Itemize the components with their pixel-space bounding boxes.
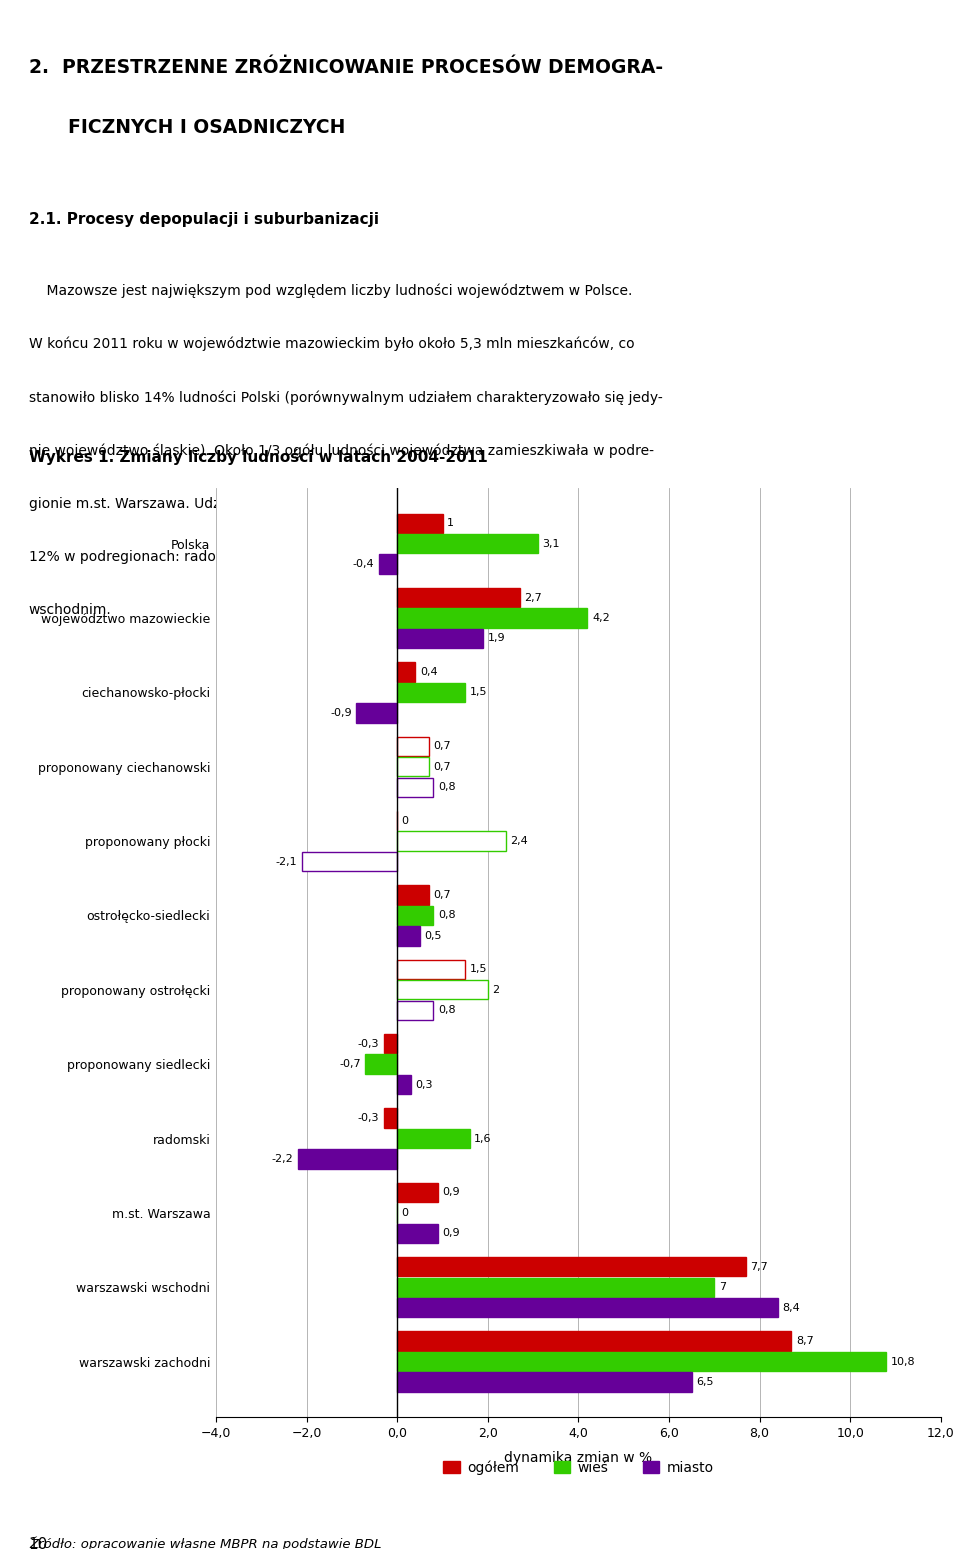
Bar (397, 1298, 778, 1317)
X-axis label: dynamika zmian w %: dynamika zmian w % (504, 1451, 653, 1465)
Bar (397, 960, 466, 979)
Bar (397, 1075, 411, 1094)
Bar (379, 555, 397, 573)
Text: -0,4: -0,4 (353, 559, 374, 568)
Text: 0: 0 (401, 816, 409, 826)
Text: 7,7: 7,7 (751, 1262, 768, 1272)
Text: 1: 1 (447, 519, 454, 528)
Bar (384, 1109, 397, 1128)
Text: 0,7: 0,7 (434, 742, 451, 751)
Text: gionie m.st. Warszawa. Udział pozostałych podregionów mieścił się w przedziale o: gionie m.st. Warszawa. Udział pozostałyc… (29, 497, 651, 511)
Bar (397, 589, 519, 607)
Text: -2,2: -2,2 (272, 1154, 293, 1163)
Text: W końcu 2011 roku w województwie mazowieckim było około 5,3 mln mieszkańców, co: W końcu 2011 roku w województwie mazowie… (29, 336, 635, 352)
Text: 0,4: 0,4 (420, 668, 438, 677)
Text: 7: 7 (719, 1283, 726, 1292)
Text: 8,4: 8,4 (782, 1303, 800, 1312)
Text: 0,9: 0,9 (443, 1228, 460, 1238)
Text: 12% w podregionach: radomskim i ciechanowsko-płockim do 14,9% w warszawskim: 12% w podregionach: radomskim i ciechano… (29, 550, 614, 564)
Bar (397, 1372, 691, 1391)
Bar (397, 609, 588, 627)
Bar (397, 1129, 469, 1148)
Bar (356, 703, 397, 722)
Text: Wykres 1. Zmiany liczby ludności w latach 2004-2011: Wykres 1. Zmiany liczby ludności w latac… (29, 449, 488, 465)
Text: -0,9: -0,9 (330, 708, 352, 717)
Text: 2.  PRZESTRZENNE ZRÓŻNICOWANIE PROCESÓW DEMOGRA-: 2. PRZESTRZENNE ZRÓŻNICOWANIE PROCESÓW D… (29, 59, 663, 77)
Text: 0,5: 0,5 (424, 931, 442, 940)
Text: 3,1: 3,1 (542, 539, 560, 548)
Text: 2: 2 (492, 985, 499, 994)
Text: Źródło: opracowanie własne MBPR na podstawie BDL: Źródło: opracowanie własne MBPR na podst… (29, 1537, 381, 1549)
Bar (397, 1332, 791, 1351)
Text: 0,8: 0,8 (438, 782, 456, 792)
Bar (397, 886, 429, 905)
Bar (397, 1278, 714, 1297)
Bar (397, 906, 434, 925)
Bar (302, 852, 397, 871)
Text: -0,3: -0,3 (357, 1039, 379, 1049)
Bar (397, 757, 429, 776)
Text: 4,2: 4,2 (592, 613, 610, 623)
Text: 0,7: 0,7 (434, 891, 451, 900)
Bar (397, 926, 420, 945)
Text: 2,7: 2,7 (524, 593, 541, 603)
Bar (397, 663, 416, 682)
Text: 8,7: 8,7 (796, 1337, 813, 1346)
Bar (397, 514, 443, 533)
Text: -0,7: -0,7 (339, 1060, 361, 1069)
Text: -2,1: -2,1 (276, 857, 298, 866)
Text: nie województwo śląskie). Około 1/3 ogółu ludności województwa zamieszkiwała w p: nie województwo śląskie). Około 1/3 ogół… (29, 443, 654, 459)
Text: 0,8: 0,8 (438, 1005, 456, 1015)
Text: 0,9: 0,9 (443, 1188, 460, 1197)
Text: wschodnim.: wschodnim. (29, 604, 111, 618)
Text: 6,5: 6,5 (696, 1377, 713, 1386)
Bar (384, 1035, 397, 1053)
Bar (397, 1224, 438, 1242)
Text: 10,8: 10,8 (891, 1357, 916, 1366)
Bar (366, 1055, 397, 1073)
Bar (397, 1183, 438, 1202)
Bar (397, 981, 488, 999)
Text: 2.1. Procesy depopulacji i suburbanizacji: 2.1. Procesy depopulacji i suburbanizacj… (29, 212, 379, 228)
Bar (397, 629, 483, 647)
Bar (397, 778, 434, 796)
Text: 2,4: 2,4 (511, 836, 528, 846)
Text: 0: 0 (401, 1208, 409, 1218)
Text: 1,5: 1,5 (469, 965, 487, 974)
Text: 1,6: 1,6 (474, 1134, 492, 1143)
Bar (397, 683, 466, 702)
Text: stanowiło blisko 14% ludności Polski (porównywalnym udziałem charakteryzowało si: stanowiło blisko 14% ludności Polski (po… (29, 390, 662, 404)
Text: 1,9: 1,9 (488, 634, 505, 643)
Bar (397, 1258, 746, 1276)
Bar (397, 832, 506, 850)
Text: -0,3: -0,3 (357, 1114, 379, 1123)
Text: FICZNYCH I OSADNICZYCH: FICZNYCH I OSADNICZYCH (29, 118, 346, 136)
Bar (397, 737, 429, 756)
Text: Mazowsze jest największym pod względem liczby ludności województwem w Polsce.: Mazowsze jest największym pod względem l… (29, 283, 633, 297)
Bar (397, 1352, 886, 1371)
Bar (397, 534, 538, 553)
Text: 0,8: 0,8 (438, 911, 456, 920)
Text: 0,3: 0,3 (416, 1080, 433, 1089)
Legend: ogółem, wieś, miasto: ogółem, wieś, miasto (438, 1455, 719, 1481)
Text: 10: 10 (29, 1537, 48, 1549)
Bar (298, 1149, 397, 1168)
Text: 1,5: 1,5 (469, 688, 487, 697)
Bar (397, 1001, 434, 1019)
Text: 0,7: 0,7 (434, 762, 451, 771)
